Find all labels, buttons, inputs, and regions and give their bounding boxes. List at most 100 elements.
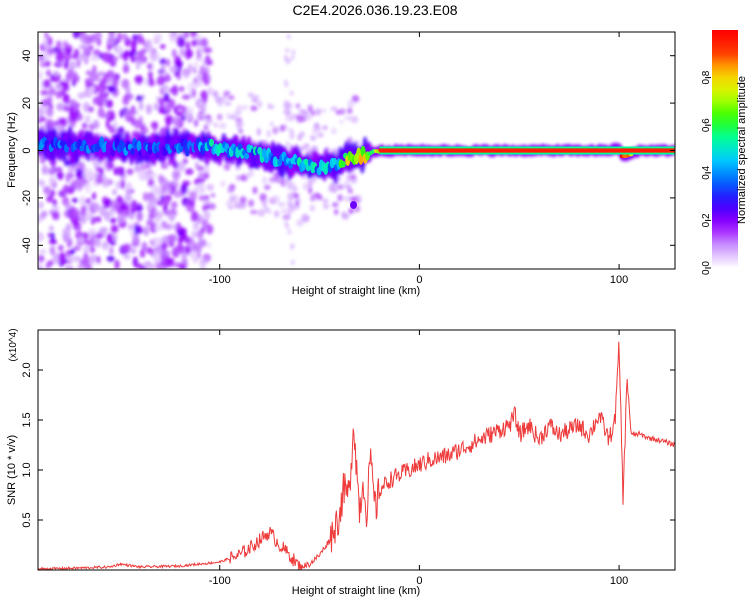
- spectrogram-speckle: [257, 209, 266, 217]
- spectrogram-speckle: [68, 237, 73, 247]
- spectrogram-speckle: [114, 259, 120, 269]
- spectrogram-speckle: [159, 43, 166, 50]
- spectrogram-speckle: [208, 203, 216, 210]
- spectrogram-speckle: [269, 176, 276, 183]
- colorbar-tick-label: 0.8: [701, 70, 712, 84]
- spectrogram-speckle: [163, 97, 171, 103]
- spectrogram-speckle: [142, 192, 148, 202]
- spectrogram-speckle: [225, 200, 233, 205]
- spectrogram-speckle: [254, 95, 260, 101]
- spectrogram-speckle: [223, 90, 231, 96]
- spectrogram-speckle: [284, 216, 289, 222]
- spectrogram-speckle: [127, 93, 134, 100]
- spectrogram-speckle: [285, 141, 290, 147]
- spectrogram-x-tick-label: 100: [610, 274, 628, 286]
- spectrogram-speckle: [73, 255, 82, 263]
- spectrogram-speckle: [145, 38, 153, 49]
- spectrogram-speckle: [176, 243, 184, 251]
- spectrogram-speckle: [309, 204, 316, 212]
- spectrogram-speckle: [229, 114, 236, 120]
- spectrogram-speckle: [95, 238, 101, 248]
- spectrogram-speckle: [280, 208, 288, 214]
- spectrogram-speckle: [199, 45, 204, 56]
- snr-frame: [37, 329, 676, 571]
- spectrogram-speckle: [348, 207, 354, 215]
- spectrogram-speckle: [165, 223, 171, 231]
- spectrogram-speckle: [291, 113, 296, 119]
- spectrogram-speckle: [290, 130, 295, 136]
- spectrogram-speckle: [84, 114, 91, 124]
- spectrogram-speckle: [310, 135, 317, 141]
- spectrogram-speckle: [196, 166, 205, 171]
- spectrogram-speckle: [344, 115, 353, 121]
- spectrogram-speckle: [168, 223, 177, 230]
- spectrogram-speckle: [320, 108, 327, 113]
- spectrogram-speckle: [46, 195, 54, 203]
- spectrogram-speckle: [336, 184, 345, 190]
- spectrogram-speckle: [87, 106, 94, 113]
- spectrogram-speckle: [163, 103, 171, 112]
- spectrogram-speckle: [212, 90, 219, 98]
- spectrogram-speckle: [184, 71, 189, 79]
- spectrogram-speckle: [169, 32, 178, 39]
- spectrogram-speckle: [84, 34, 91, 44]
- spectrogram-speckle: [120, 166, 125, 177]
- spectrogram-speckle: [218, 122, 227, 130]
- spectrogram-speckle: [295, 103, 300, 109]
- spectrogram-y-tick-label: -20: [21, 190, 33, 206]
- spectrogram-speckle: [249, 209, 258, 215]
- spectrogram-speckle: [152, 236, 162, 247]
- spectrogram-speckle: [38, 107, 44, 118]
- spectrogram-speckle: [299, 115, 307, 122]
- spectrogram-speckle: [135, 59, 141, 71]
- spectrogram-y-label: Frequency (Hz): [6, 112, 18, 188]
- snr-y-tick-label: 0.5: [21, 512, 33, 527]
- spectrogram-speckle: [61, 187, 66, 198]
- spectrogram-speckle: [69, 111, 77, 121]
- spectrogram-speckle: [346, 174, 352, 182]
- spectrogram-speckle: [167, 160, 175, 166]
- spectrogram-speckle: [143, 225, 150, 237]
- spectrogram-speckle: [160, 63, 165, 75]
- spectrogram-x-tick-label: -100: [209, 274, 231, 286]
- spectrogram-speckle: [77, 172, 83, 180]
- spectrogram-speckle: [180, 183, 188, 195]
- spectrogram-speckle: [154, 224, 163, 232]
- spectrogram-speckle: [303, 143, 310, 149]
- spectrogram-speckle: [252, 186, 258, 195]
- spectrogram-speckle: [90, 54, 100, 62]
- spectrogram-speckle: [68, 165, 75, 174]
- spectrogram-speckle: [296, 219, 304, 227]
- spectrogram-y-tick-label: -40: [21, 237, 33, 253]
- spectrogram-speckle: [205, 224, 214, 235]
- spectrogram-speckle: [44, 60, 51, 67]
- spectrogram-speckle: [235, 122, 244, 128]
- spectrogram-speckle: [94, 216, 102, 223]
- spectrogram-speckle: [262, 202, 268, 208]
- spectrogram-speckle: [152, 122, 158, 132]
- figure-title: C2E4.2026.036.19.23.E08: [292, 2, 458, 18]
- spectrogram-speckle: [285, 47, 290, 53]
- spectrogram-speckle: [132, 256, 138, 267]
- spectrogram-ridge-cell: [209, 138, 215, 147]
- spectrogram-speckle: [316, 194, 323, 201]
- spectrogram-speckle: [172, 116, 182, 127]
- spectrogram-speckle: [94, 32, 102, 41]
- spectrogram-speckle: [134, 225, 140, 235]
- spectrogram-speckle: [146, 247, 155, 255]
- spectrogram-speckle: [79, 235, 84, 244]
- spectrogram-speckle: [226, 112, 231, 120]
- spectrogram-speckle: [161, 84, 169, 93]
- spectrogram-speckle: [65, 47, 72, 55]
- spectrogram-speckle: [71, 208, 79, 219]
- spectrogram-speckle: [109, 217, 117, 224]
- spectrogram-blobs: [38, 32, 675, 269]
- spectrogram-speckle: [103, 210, 111, 219]
- spectrogram-speckle: [125, 182, 133, 193]
- spectrogram-speckle: [193, 118, 199, 127]
- spectrogram-speckle: [147, 63, 152, 70]
- spectrogram-speckle: [161, 242, 167, 251]
- spectrogram-speckle: [39, 116, 47, 122]
- spectrogram-speckle: [70, 248, 76, 255]
- spectrogram-speckle: [124, 108, 132, 120]
